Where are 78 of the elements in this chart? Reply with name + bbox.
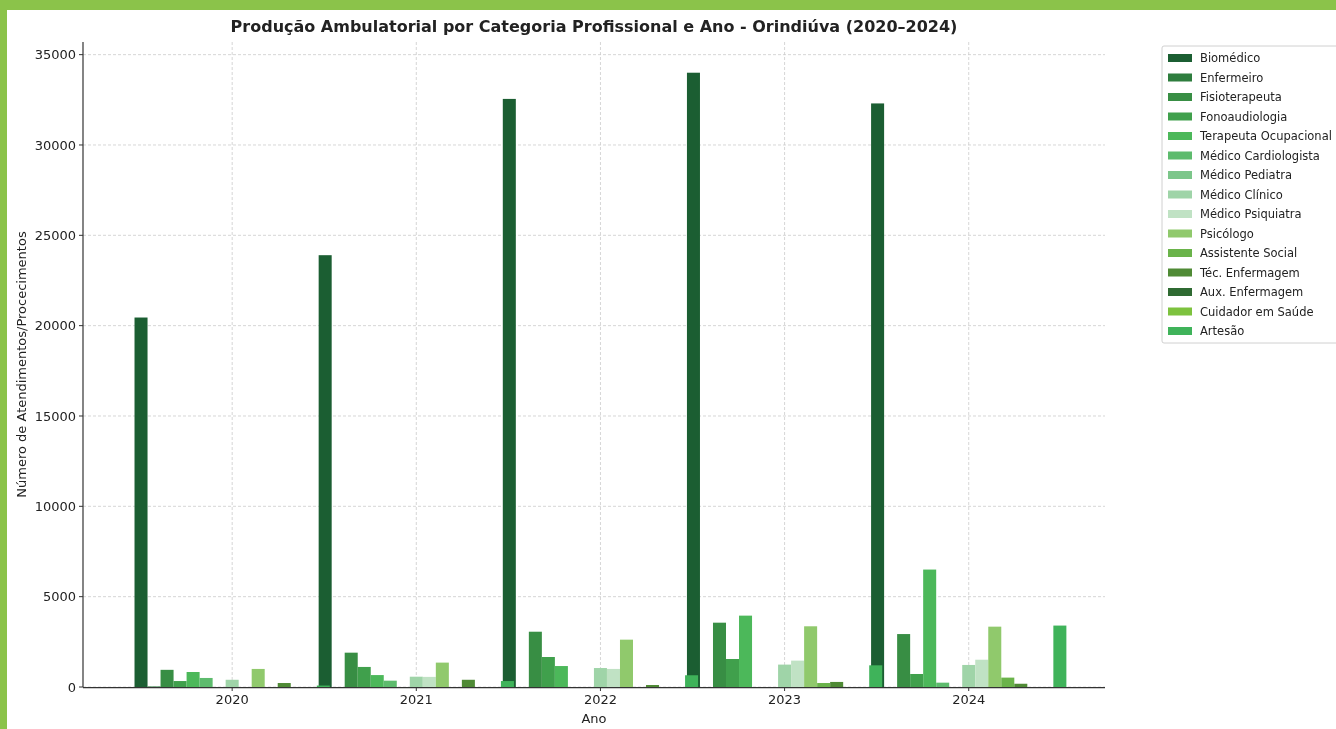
- legend-label: Fisioterapeuta: [1200, 90, 1282, 105]
- bar: [830, 681, 844, 687]
- bar: [817, 683, 831, 687]
- y-tick-label: 20000: [34, 318, 76, 334]
- bar: [500, 681, 514, 687]
- y-tick-label: 10000: [34, 498, 76, 514]
- bar: [975, 659, 989, 687]
- legend-label: Terapeuta Ocupacional: [1199, 129, 1332, 144]
- bar: [134, 317, 148, 687]
- bar: [409, 676, 423, 687]
- legend-label: Médico Psiquiatra: [1200, 207, 1302, 222]
- bar: [1053, 625, 1067, 687]
- bar: [461, 679, 475, 687]
- bar: [173, 681, 187, 687]
- bar: [251, 668, 265, 687]
- legend-label: Médico Clínico: [1200, 187, 1283, 202]
- bar: [318, 255, 332, 687]
- bar: [726, 659, 740, 687]
- bar: [739, 615, 753, 687]
- bar: [160, 669, 174, 687]
- legend-label: Psicólogo: [1200, 226, 1254, 241]
- bar: [383, 680, 397, 687]
- x-tick-label: 2021: [399, 692, 433, 707]
- bar: [435, 662, 449, 687]
- bar: [1014, 683, 1028, 687]
- bar: [422, 676, 436, 687]
- y-tick-label: 0: [67, 679, 76, 695]
- legend-label: Assistente Social: [1200, 246, 1298, 261]
- legend-label: Enfermeiro: [1200, 70, 1264, 85]
- bar: [502, 98, 516, 687]
- bar: [593, 668, 607, 687]
- bar: [962, 664, 976, 687]
- bar: [1001, 677, 1015, 687]
- bar: [554, 666, 568, 687]
- bar: [619, 639, 633, 687]
- legend-label: Fonoaudiologia: [1200, 109, 1288, 124]
- bar: [804, 626, 818, 687]
- bar: [871, 103, 885, 687]
- y-tick-label: 30000: [34, 137, 76, 153]
- x-tick-label: 2024: [952, 692, 986, 707]
- bar: [936, 682, 950, 687]
- bar: [910, 673, 924, 687]
- bar: [277, 683, 291, 687]
- x-axis-title: Ano: [581, 711, 607, 726]
- bar: [897, 634, 911, 687]
- y-axis-title: Número de Atendimentos/Procecimentos: [14, 231, 29, 498]
- bar: [357, 666, 371, 687]
- bar: [778, 664, 792, 687]
- legend-label: Aux. Enfermagem: [1200, 285, 1304, 300]
- legend-label: Médico Cardiologista: [1200, 148, 1320, 163]
- legend-label: Téc. Enfermagem: [1199, 265, 1300, 280]
- bar: [712, 622, 726, 687]
- bar: [606, 668, 620, 687]
- bar: [541, 657, 555, 687]
- x-tick-label: 2022: [583, 692, 617, 707]
- legend-label: Artesão: [1200, 324, 1245, 339]
- bar: [988, 626, 1002, 687]
- x-tick-label: 2020: [215, 692, 249, 707]
- bar: [344, 652, 358, 687]
- bar: [186, 672, 200, 687]
- bar: [225, 679, 239, 687]
- legend-label: Cuidador em Saúde: [1200, 304, 1314, 319]
- chart-title: Produção Ambulatorial por Categoria Profissional e Ano - Orindiúva (2020–2024): [230, 17, 958, 36]
- y-tick-label: 25000: [34, 227, 76, 243]
- bar: [199, 677, 213, 687]
- bar: [528, 631, 542, 687]
- y-tick-label: 15000: [34, 408, 76, 424]
- x-tick-label: 2023: [768, 692, 802, 707]
- y-tick-label: 5000: [42, 589, 76, 605]
- bar: [923, 569, 937, 687]
- bar: [791, 660, 805, 687]
- legend-label: Biomédico: [1200, 51, 1261, 66]
- y-tick-label: 35000: [34, 47, 76, 63]
- bar: [685, 675, 699, 687]
- bar: [370, 675, 384, 687]
- bar: [869, 665, 883, 687]
- bar: [686, 72, 700, 687]
- legend-label: Médico Pediatra: [1200, 168, 1292, 183]
